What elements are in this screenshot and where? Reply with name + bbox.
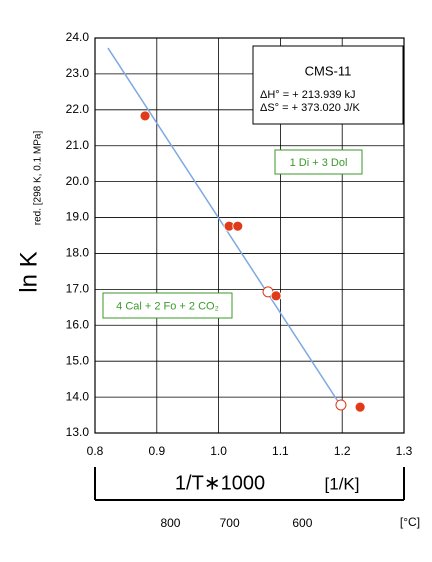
annotation: 4 Cal + 2 Fo + 2 CO₂ — [116, 300, 219, 312]
x-axis-label: 1/T∗1000 — [175, 472, 265, 494]
y-tick-label: 14.0 — [66, 389, 90, 403]
y-tick-label: 17.0 — [66, 282, 90, 296]
y-axis-label: ln K — [15, 251, 42, 292]
x-axis-unit: [1/K] — [325, 474, 360, 493]
x-tick-label: 1.1 — [272, 444, 289, 458]
open-point — [335, 399, 347, 411]
info-box — [252, 45, 404, 125]
y-axis-label-sub: red. [298 K, 0.1 MPa] — [33, 131, 44, 226]
x2-axis-unit: [°C] — [400, 515, 420, 529]
y-tick-label: 18.0 — [66, 246, 90, 260]
annotation-box — [274, 149, 363, 175]
y-tick-label: 24.0 — [66, 30, 90, 44]
y-tick-label: 19.0 — [66, 210, 90, 224]
x-tick-label: 1.3 — [396, 444, 413, 458]
x-tick-label: 0.8 — [87, 444, 104, 458]
x-tick-label: 1.2 — [334, 444, 351, 458]
point — [354, 401, 366, 413]
info-line: ΔS° = + 373.020 J/K — [260, 102, 360, 114]
y-tick-label: 15.0 — [66, 353, 90, 367]
y-tick-label: 13.0 — [66, 425, 90, 439]
x-tick-label: 1.0 — [210, 444, 227, 458]
x2-tick-label: 800 — [160, 516, 180, 530]
info-line: ΔH° = + 213.939 kJ — [260, 89, 356, 101]
y-tick-label: 23.0 — [66, 66, 90, 80]
x2-tick-label: 700 — [220, 516, 240, 530]
y-tick-label: 20.0 — [66, 174, 90, 188]
annotation-box — [102, 292, 233, 319]
point — [270, 290, 282, 302]
y-tick-label: 22.0 — [66, 102, 90, 116]
plot-frame — [94, 37, 405, 434]
x2-tick-label: 600 — [292, 516, 312, 530]
x-tick-label: 0.9 — [148, 444, 165, 458]
annotation: 1 Di + 3 Dol — [290, 157, 348, 169]
y-tick-label: 16.0 — [66, 317, 90, 331]
info-title: CMS-11 — [305, 63, 352, 78]
y-tick-label: 21.0 — [66, 138, 90, 152]
point — [232, 220, 244, 232]
point — [139, 110, 151, 122]
